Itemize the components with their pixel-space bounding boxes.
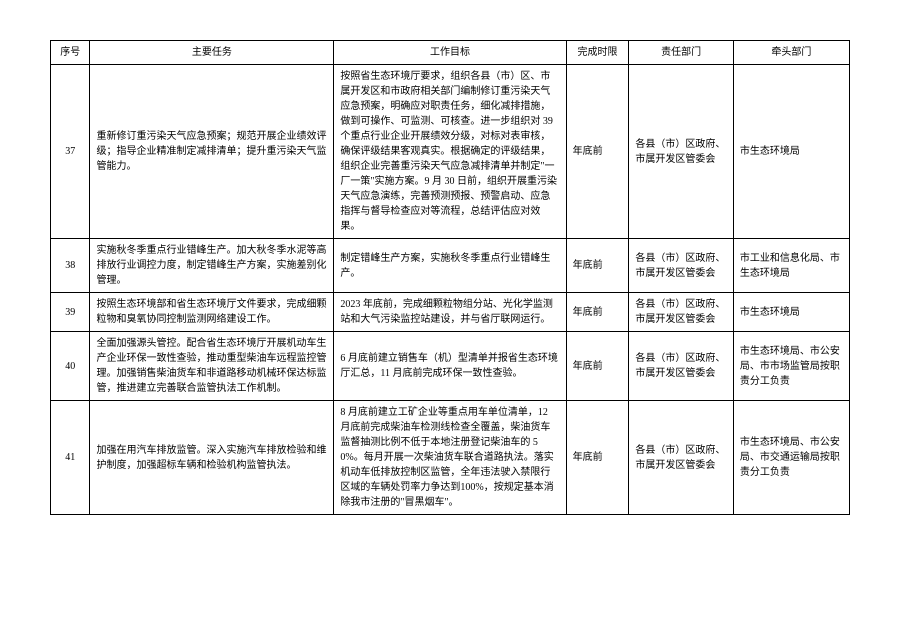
cell-goal: 6 月底前建立销售车（机）型清单并报省生态环境厅汇总，11 月底前完成环保一致性… — [334, 332, 566, 401]
header-lead: 牵头部门 — [733, 41, 849, 65]
cell-task: 按照生态环境部和省生态环境厅文件要求，完成细颗粒物和臭氧协同控制监测网络建设工作… — [90, 293, 334, 332]
table-body: 37重新修订重污染天气应急预案；规范开展企业绩效评级；指导企业精准制定减排清单；… — [51, 65, 850, 515]
cell-deadline: 年底前 — [566, 239, 629, 293]
cell-task: 加强在用汽车排放监管。深入实施汽车排放检验和维护制度，加强超标车辆和检验机构监管… — [90, 401, 334, 515]
table-header-row: 序号 主要任务 工作目标 完成时限 责任部门 牵头部门 — [51, 41, 850, 65]
cell-lead: 市生态环境局 — [733, 293, 849, 332]
table-row: 37重新修订重污染天气应急预案；规范开展企业绩效评级；指导企业精准制定减排清单；… — [51, 65, 850, 239]
header-dept: 责任部门 — [629, 41, 734, 65]
cell-task: 重新修订重污染天气应急预案；规范开展企业绩效评级；指导企业精准制定减排清单；提升… — [90, 65, 334, 239]
cell-deadline: 年底前 — [566, 65, 629, 239]
cell-dept: 各县（市）区政府、市属开发区管委会 — [629, 332, 734, 401]
cell-lead: 市生态环境局、市公安局、市市场监管局按职责分工负责 — [733, 332, 849, 401]
header-deadline: 完成时限 — [566, 41, 629, 65]
header-seq: 序号 — [51, 41, 90, 65]
table-row: 41加强在用汽车排放监管。深入实施汽车排放检验和维护制度，加强超标车辆和检验机构… — [51, 401, 850, 515]
cell-deadline: 年底前 — [566, 293, 629, 332]
cell-seq: 38 — [51, 239, 90, 293]
cell-goal: 按照省生态环境厅要求，组织各县（市）区、市属开发区和市政府相关部门编制修订重污染… — [334, 65, 566, 239]
header-task: 主要任务 — [90, 41, 334, 65]
cell-lead: 市生态环境局 — [733, 65, 849, 239]
cell-dept: 各县（市）区政府、市属开发区管委会 — [629, 401, 734, 515]
cell-task: 实施秋冬季重点行业错峰生产。加大秋冬季水泥等高排放行业调控力度，制定错峰生产方案… — [90, 239, 334, 293]
table-row: 38实施秋冬季重点行业错峰生产。加大秋冬季水泥等高排放行业调控力度，制定错峰生产… — [51, 239, 850, 293]
table-row: 39按照生态环境部和省生态环境厅文件要求，完成细颗粒物和臭氧协同控制监测网络建设… — [51, 293, 850, 332]
cell-seq: 39 — [51, 293, 90, 332]
table-row: 40全面加强源头管控。配合省生态环境厅开展机动车生产企业环保一致性查验，推动重型… — [51, 332, 850, 401]
cell-lead: 市工业和信息化局、市生态环境局 — [733, 239, 849, 293]
document-page: 序号 主要任务 工作目标 完成时限 责任部门 牵头部门 37重新修订重污染天气应… — [0, 0, 900, 636]
cell-seq: 37 — [51, 65, 90, 239]
cell-dept: 各县（市）区政府、市属开发区管委会 — [629, 293, 734, 332]
cell-goal: 制定错峰生产方案，实施秋冬季重点行业错峰生产。 — [334, 239, 566, 293]
task-table: 序号 主要任务 工作目标 完成时限 责任部门 牵头部门 37重新修订重污染天气应… — [50, 40, 850, 515]
cell-dept: 各县（市）区政府、市属开发区管委会 — [629, 65, 734, 239]
cell-seq: 40 — [51, 332, 90, 401]
cell-deadline: 年底前 — [566, 332, 629, 401]
cell-deadline: 年底前 — [566, 401, 629, 515]
cell-task: 全面加强源头管控。配合省生态环境厅开展机动车生产企业环保一致性查验，推动重型柴油… — [90, 332, 334, 401]
cell-seq: 41 — [51, 401, 90, 515]
cell-goal: 2023 年底前，完成细颗粒物组分站、光化学监测站和大气污染监控站建设，并与省厅… — [334, 293, 566, 332]
cell-dept: 各县（市）区政府、市属开发区管委会 — [629, 239, 734, 293]
cell-goal: 8 月底前建立工矿企业等重点用车单位清单，12 月底前完成柴油车检测线检查全覆盖… — [334, 401, 566, 515]
cell-lead: 市生态环境局、市公安局、市交通运输局按职责分工负责 — [733, 401, 849, 515]
header-goal: 工作目标 — [334, 41, 566, 65]
